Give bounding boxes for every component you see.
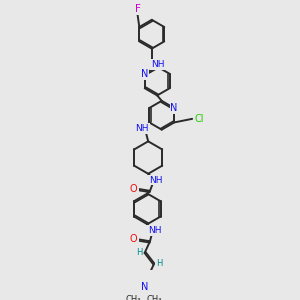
Text: F: F — [135, 4, 140, 14]
Text: Cl: Cl — [195, 114, 204, 124]
Text: NH: NH — [152, 60, 165, 69]
Text: CH₃: CH₃ — [125, 295, 141, 300]
Text: NH: NH — [149, 176, 162, 184]
Text: NH: NH — [148, 226, 161, 235]
Text: N: N — [141, 282, 148, 292]
Text: H: H — [156, 259, 162, 268]
Text: CH₃: CH₃ — [147, 295, 162, 300]
Text: O: O — [130, 235, 138, 244]
Text: N: N — [170, 103, 178, 113]
Text: N: N — [141, 69, 148, 79]
Text: NH: NH — [135, 124, 149, 133]
Text: O: O — [130, 184, 138, 194]
Text: H: H — [136, 248, 142, 256]
